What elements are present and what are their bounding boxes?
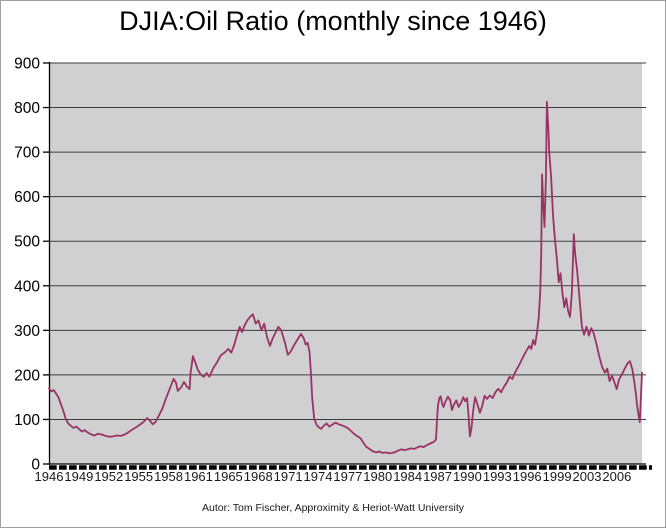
y-axis-tick-label: 200: [14, 367, 40, 384]
y-axis-tick-label: 900: [14, 56, 40, 73]
plot-background: [49, 63, 642, 464]
x-axis-tick-label: 1984: [393, 469, 422, 484]
x-axis-tick-label: 1955: [124, 469, 153, 484]
y-axis-tick-label: 300: [14, 323, 40, 340]
x-axis-tick-label: 1971: [274, 469, 303, 484]
x-axis-tick-label: 2006: [602, 469, 631, 484]
y-axis-tick-label: 600: [14, 189, 40, 206]
x-axis-tick-label: 1999: [543, 469, 572, 484]
x-axis-tick-label: 1980: [363, 469, 392, 484]
x-axis-tick-label: 1987: [423, 469, 452, 484]
y-axis-tick-label: 700: [14, 145, 40, 162]
x-axis-tick-label: 1974: [304, 469, 333, 484]
x-axis-tick-label: 1993: [483, 469, 512, 484]
x-axis-tick-label: 1965: [214, 469, 243, 484]
chart-footer: Autor: Tom Fischer, Approximity & Heriot…: [202, 502, 464, 514]
x-axis-tick-label: 1996: [513, 469, 542, 484]
chart-title: DJIA:Oil Ratio (monthly since 1946): [119, 6, 547, 36]
x-axis-tick-label: 2003: [573, 469, 602, 484]
y-axis-tick-label: 500: [14, 234, 40, 251]
x-axis-tick-label: 1952: [94, 469, 123, 484]
ratio-line: [48, 100, 643, 455]
x-axis-tick-label: 1968: [244, 469, 273, 484]
y-axis-tick-label: 800: [14, 100, 40, 117]
y-axis-tick-label: 400: [14, 278, 40, 295]
x-axis-tick-label: 1977: [333, 469, 362, 484]
x-axis-tick-label: 1949: [64, 469, 93, 484]
x-axis-tick-label: 1958: [154, 469, 183, 484]
x-axis-tick-label: 1961: [184, 469, 213, 484]
x-axis-tick-label: 1946: [35, 469, 64, 484]
y-axis-tick-label: 100: [14, 412, 40, 429]
y-axis-tick-label: 0: [31, 457, 40, 474]
x-axis-tick-label: 1990: [453, 469, 482, 484]
